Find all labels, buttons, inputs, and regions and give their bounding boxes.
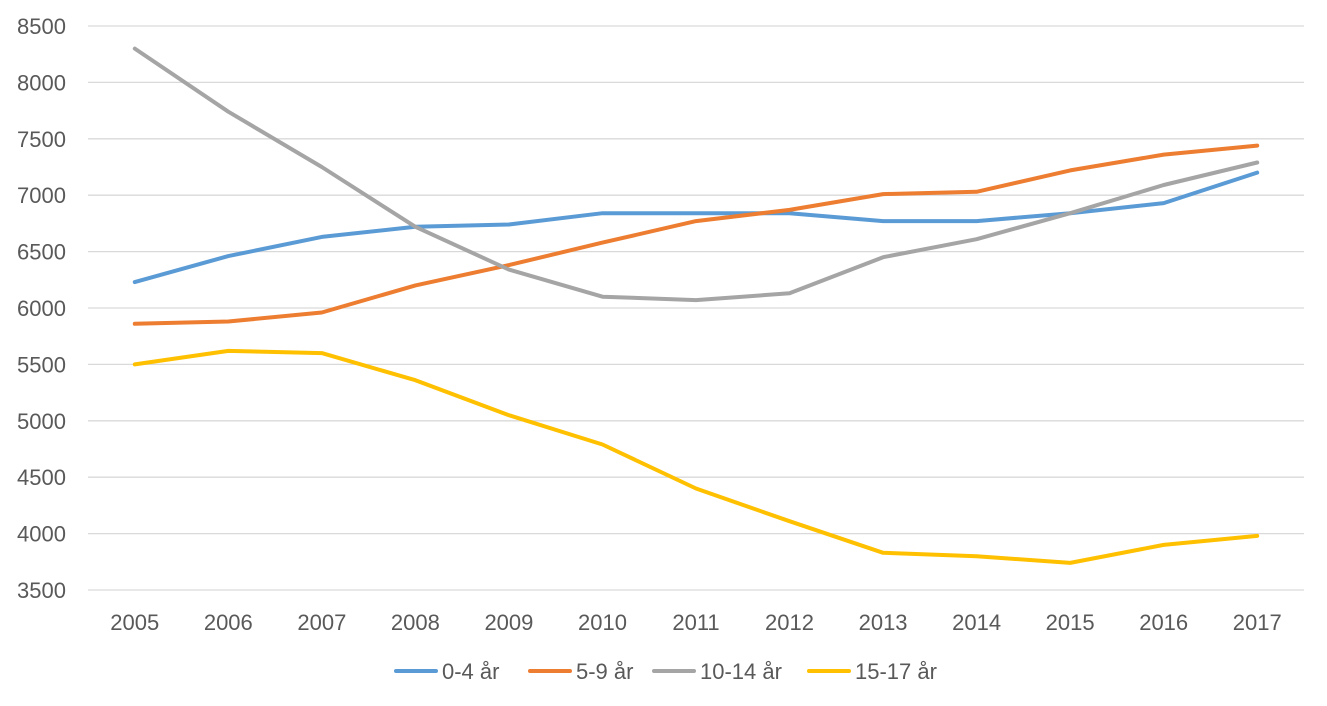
x-tick-label: 2017 (1233, 610, 1282, 635)
x-tick-label: 2013 (859, 610, 908, 635)
x-axis-ticks: 2005 2006 2007 2008 2009 2010 2011 2012 2013 2014… (110, 610, 1281, 635)
legend-item-1: 5-9 år (528, 659, 633, 684)
legend: 0-4 år 5-9 år 10-14 år 15-17 år (394, 659, 937, 684)
x-tick-label: 2012 (765, 610, 814, 635)
x-tick-label: 2005 (110, 610, 159, 635)
legend-label: 0-4 år (442, 659, 499, 684)
x-tick-label: 2014 (952, 610, 1001, 635)
x-tick-label: 2007 (297, 610, 346, 635)
x-tick-label: 2006 (204, 610, 253, 635)
y-tick-label: 7500 (17, 127, 66, 152)
x-tick-label: 2015 (1046, 610, 1095, 635)
legend-label: 15-17 år (855, 659, 937, 684)
y-tick-label: 8000 (17, 70, 66, 95)
gridlines (88, 25, 1304, 591)
x-tick-label: 2009 (484, 610, 533, 635)
legend-item-3: 15-17 år (807, 659, 937, 684)
y-axis-ticks: 3500 4000 4500 5000 5500 6000 6500 7000 7500 8000… (17, 14, 66, 603)
y-tick-label: 6000 (17, 296, 66, 321)
y-tick-label: 5500 (17, 352, 66, 377)
legend-label: 5-9 år (576, 659, 633, 684)
x-tick-label: 2016 (1139, 610, 1188, 635)
y-tick-label: 3500 (17, 578, 66, 603)
y-tick-label: 7000 (17, 183, 66, 208)
y-tick-label: 6500 (17, 240, 66, 265)
x-tick-label: 2010 (578, 610, 627, 635)
series-line-2 (132, 46, 1260, 303)
series-lines (132, 46, 1260, 565)
legend-item-0: 0-4 år (394, 659, 499, 684)
series-line-1 (132, 143, 1260, 326)
x-tick-label: 2011 (672, 610, 719, 635)
series-line-0 (132, 170, 1260, 285)
legend-label: 10-14 år (700, 659, 782, 684)
y-tick-label: 5000 (17, 409, 66, 434)
legend-item-2: 10-14 år (652, 659, 782, 684)
x-tick-label: 2008 (391, 610, 440, 635)
y-tick-label: 8500 (17, 14, 66, 39)
series-line-3 (132, 348, 1260, 565)
y-tick-label: 4000 (17, 522, 66, 547)
y-tick-label: 4500 (17, 465, 66, 490)
